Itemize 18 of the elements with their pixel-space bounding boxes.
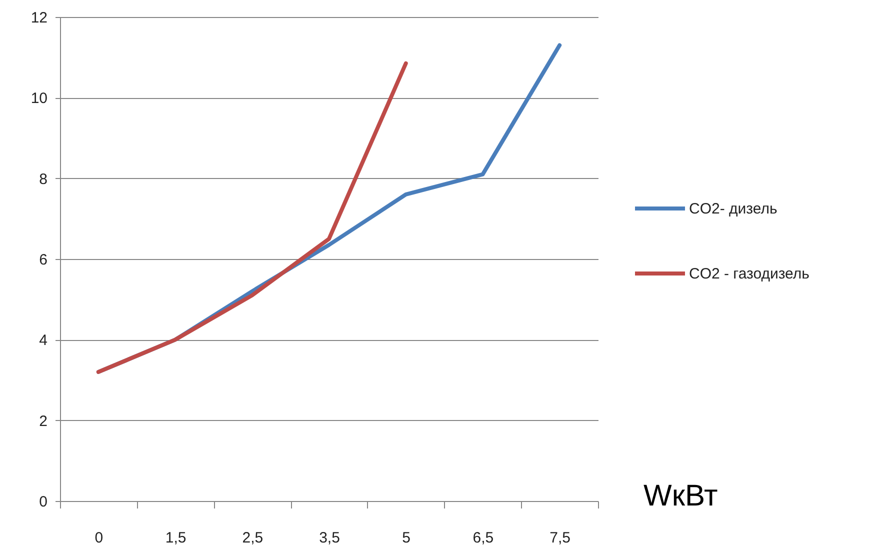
- x-tick-label: 7,5: [550, 530, 570, 546]
- y-tick-label: 12: [30, 10, 48, 26]
- x-tick-label: 6,5: [472, 530, 494, 546]
- legend-label: CO2- дизель: [689, 200, 778, 218]
- y-tick-label: 8: [39, 170, 48, 188]
- line-series: [96, 61, 408, 374]
- y-tick-label: 6: [39, 252, 48, 268]
- y-tick-label: 10: [30, 90, 48, 108]
- legend-label: CO2 - газодизель: [689, 266, 810, 283]
- x-tick-label: 5: [402, 530, 411, 546]
- y-tick-label: 4: [39, 332, 48, 350]
- x-tick-label: 1,5: [165, 530, 186, 546]
- x-tick-label: 3,5: [319, 530, 340, 546]
- x-tick-label: 0: [94, 530, 104, 546]
- x-tick-label: 2,5: [242, 530, 264, 546]
- x-axis-title: WкВт: [644, 480, 718, 512]
- y-tick-label: 0: [39, 494, 48, 510]
- y-tick-label: 2: [39, 412, 48, 430]
